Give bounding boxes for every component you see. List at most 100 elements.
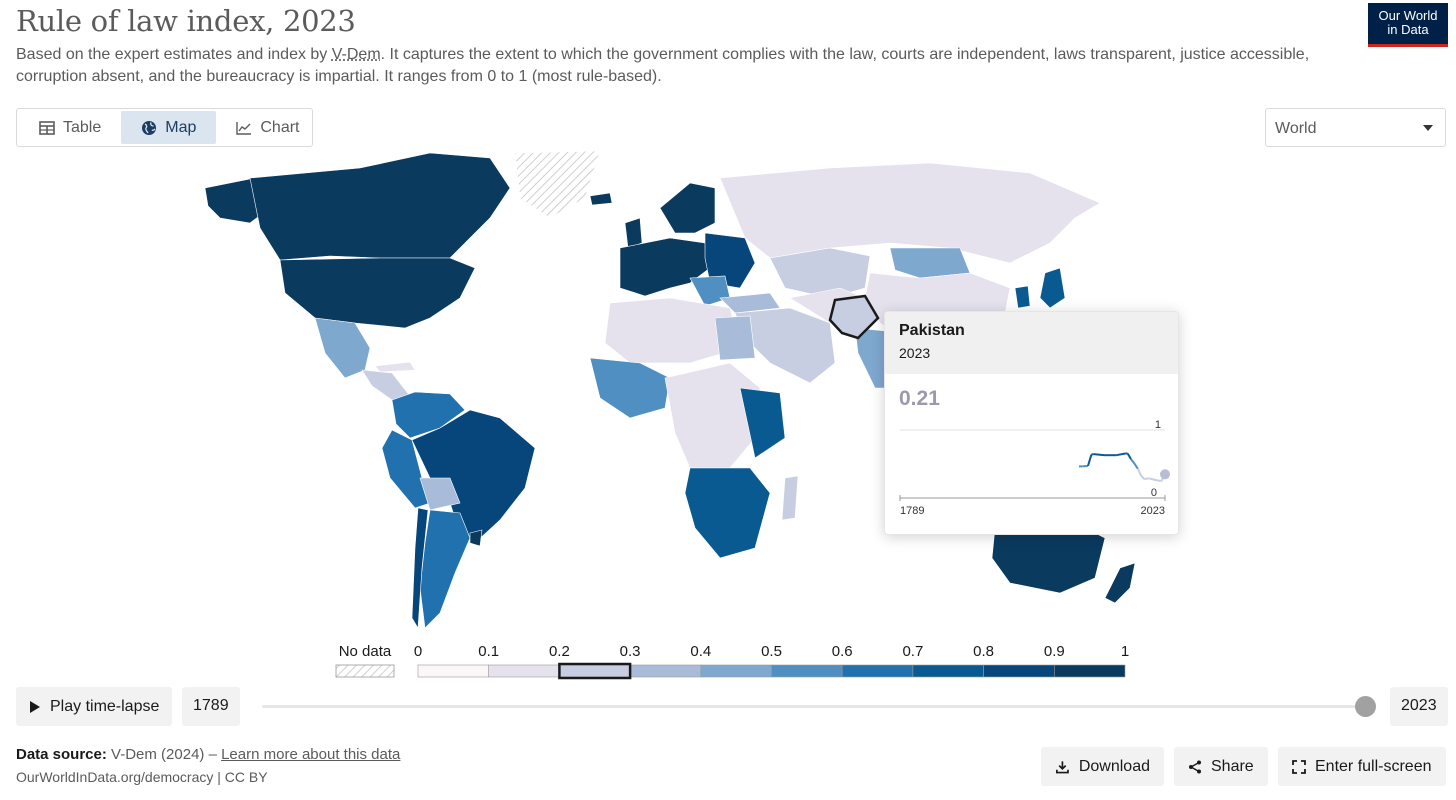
sparkline-segment [1156,479,1162,482]
play-timelapse-button[interactable]: Play time-lapse [16,687,172,726]
country-tooltip: Pakistan 2023 0.21 1 0 1789 2023 [884,311,1179,535]
country-central-america[interactable] [361,369,411,401]
country-kazakhstan[interactable] [769,247,871,299]
sparkline-segment [1093,453,1106,457]
legend-swatch[interactable] [771,664,843,678]
country-east-africa[interactable] [739,387,786,459]
sparkline-segment [1152,478,1158,482]
play-timelapse-label: Play time-lapse [50,697,160,715]
tab-chart[interactable]: Chart [216,111,319,144]
caret-down-icon [1423,125,1433,131]
download-icon [1056,760,1069,773]
legend-tick-label: 0.1 [478,643,499,660]
timeline-start-year[interactable]: 1789 [182,687,240,726]
logo-line-1: Our World [1378,8,1438,23]
legend-swatch[interactable] [629,664,702,678]
download-button[interactable]: Download [1041,747,1164,786]
legend-highlighted-bin [558,662,632,680]
sparkline-segment [1126,453,1132,460]
sparkline-chart: 1 0 1789 2023 [899,419,1170,517]
data-source: Data source: V-Dem (2024) – Learn more a… [16,746,400,763]
tab-table-label: Table [63,118,102,136]
tab-table[interactable]: Table [19,111,121,144]
country-mongolia[interactable] [889,247,971,279]
country-bolivia[interactable] [419,477,461,511]
timeline-track[interactable] [262,705,1368,708]
sparkline-x-end-label: 2023 [1141,505,1165,517]
country-pakistan[interactable] [828,294,880,340]
expand-icon [1292,759,1306,774]
download-label: Download [1078,757,1150,775]
legend-swatch[interactable] [841,664,914,678]
timeline-handle[interactable] [1355,696,1376,717]
legend-tick-label: 0.4 [690,643,711,660]
timeline-end-year[interactable]: 2023 [1390,687,1448,726]
country-canada[interactable] [249,152,511,261]
legend-swatch[interactable] [912,664,984,678]
subtitle-text-rest: . It captures the extent to which the go… [16,46,1310,85]
country-western-europe[interactable] [619,237,711,297]
world-map[interactable] [130,148,1240,638]
country-korea[interactable] [1014,285,1031,309]
country-greenland[interactable] [514,150,601,219]
legend-tick-label: 0.5 [761,643,782,660]
globe-icon [142,120,157,135]
legend-swatch[interactable] [417,664,489,678]
tooltip-year: 2023 [899,345,931,361]
legend-no-data-swatch [335,664,395,678]
country-iceland[interactable] [589,192,613,206]
sparkline-segment [1136,468,1143,477]
owid-logo[interactable]: Our World in Data [1368,3,1448,47]
view-tabs: Table Map Chart [16,108,313,147]
vdem-link[interactable]: V-Dem [331,46,381,63]
country-usa[interactable] [279,257,476,329]
sparkline-segment [1140,475,1146,480]
chart-subtitle: Based on the expert estimates and index … [16,44,1336,88]
legend-tick-label: 0.8 [973,643,994,660]
country-southern-africa[interactable] [684,467,771,559]
map-legend: No data 0 0.1 0.2 0.3 0.4 0.5 0.6 0.7 0.8 0.9 1 [335,643,1129,680]
country-peru-ecuador[interactable] [381,429,431,509]
tab-chart-label: Chart [260,118,300,136]
region-select[interactable]: World [1265,108,1446,147]
country-new-zealand[interactable] [1104,562,1136,604]
sparkline-x-start-label: 1789 [900,505,924,517]
sparkline-y-max-label: 1 [1155,419,1161,431]
fullscreen-button[interactable]: Enter full-screen [1278,747,1446,786]
legend-no-data-label: No data [339,643,392,660]
learn-more-link[interactable]: Learn more about this data [221,746,401,763]
legend-swatch[interactable] [559,664,631,678]
country-cuba[interactable] [374,361,416,373]
line-chart-icon [236,121,252,135]
tooltip-country: Pakistan [899,322,965,339]
country-uruguay[interactable] [469,529,483,547]
share-icon [1189,760,1201,773]
sparkline-segment [1082,464,1089,468]
country-egypt[interactable] [714,315,756,361]
tab-map-label: Map [165,118,197,136]
country-madagascar[interactable] [781,475,799,521]
legend-swatch[interactable] [1053,664,1126,678]
country-central-africa[interactable] [664,362,761,469]
country-mexico[interactable] [314,317,371,379]
country-west-africa[interactable] [589,357,671,419]
country-japan[interactable] [1039,267,1066,309]
country-argentina[interactable] [419,509,471,629]
country-north-africa[interactable] [604,297,741,364]
share-label: Share [1211,757,1254,775]
legend-tick-label: 1 [1121,643,1129,660]
region-select-value: World [1275,120,1317,137]
sparkline-segment [1091,453,1094,456]
tab-map[interactable]: Map [121,111,217,144]
legend-swatch[interactable] [700,664,772,678]
legend-tick-label: 0.6 [832,643,853,660]
source-url: OurWorldInData.org/democracy | CC BY [16,769,268,785]
country-chile[interactable] [411,507,429,629]
sparkline-end-point [1160,469,1170,480]
country-uk-ireland[interactable] [624,217,643,249]
share-button[interactable]: Share [1174,747,1268,786]
legend-swatch[interactable] [983,664,1055,678]
legend-swatch[interactable] [488,664,560,678]
country-colombia-venezuela[interactable] [391,391,466,439]
country-scandinavia[interactable] [659,182,716,234]
